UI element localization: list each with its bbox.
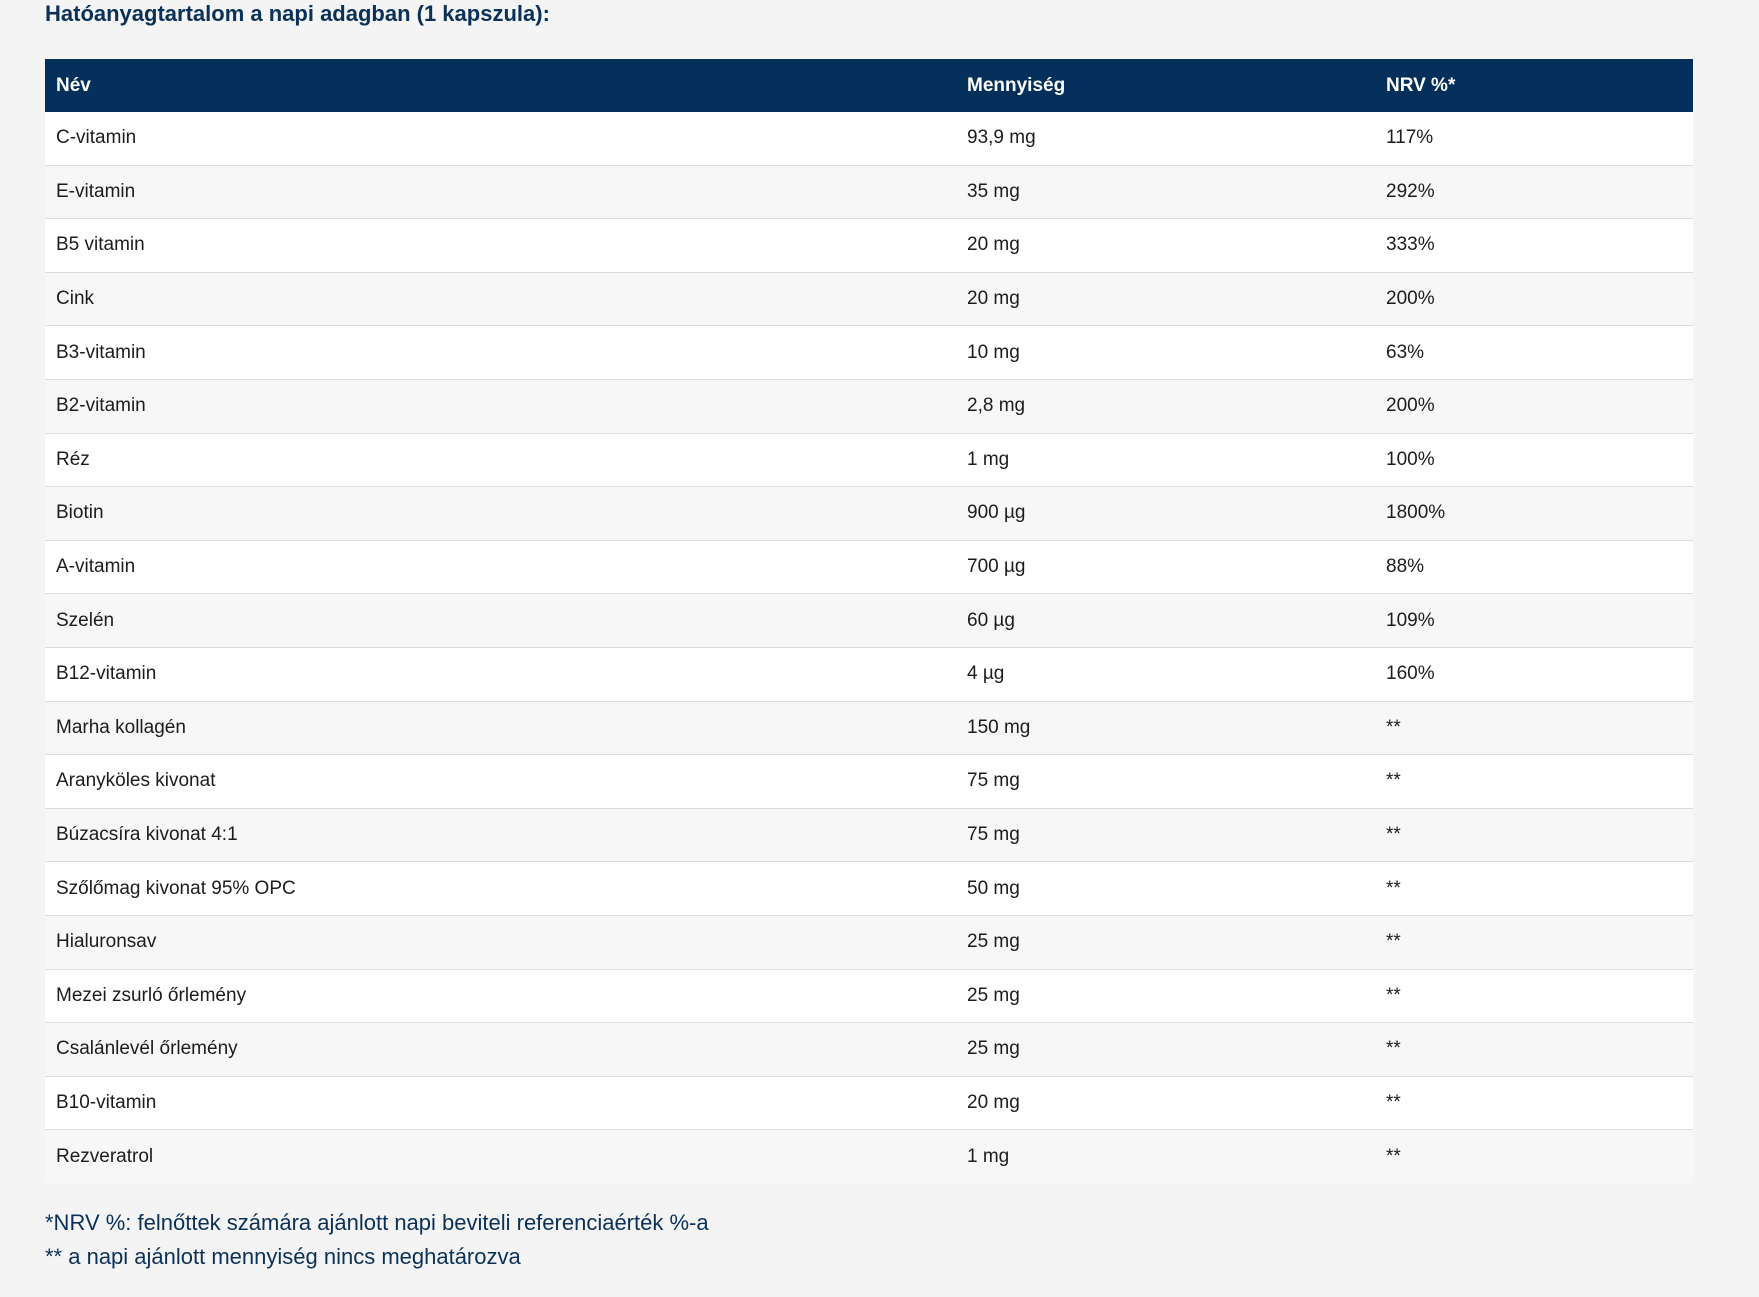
cell-name: B12-vitamin: [45, 647, 956, 702]
cell-name: Mezei zsurló őrlemény: [45, 969, 956, 1024]
table-row: Biotin 900 µg 1800%: [45, 486, 1693, 541]
cell-amount: 50 mg: [956, 861, 1375, 916]
cell-amount: 93,9 mg: [956, 112, 1375, 166]
cell-amount: 20 mg: [956, 272, 1375, 327]
cell-name: Szőlőmag kivonat 95% OPC: [45, 861, 956, 916]
cell-nrv: 200%: [1375, 379, 1693, 434]
table-row: Szelén 60 µg 109%: [45, 593, 1693, 648]
cell-amount: 1 mg: [956, 433, 1375, 488]
cell-amount: 700 µg: [956, 540, 1375, 595]
table-row: Aranyköles kivonat 75 mg **: [45, 754, 1693, 809]
cell-nrv: 333%: [1375, 218, 1693, 273]
cell-nrv: 200%: [1375, 272, 1693, 327]
cell-nrv: **: [1375, 808, 1693, 863]
cell-nrv: 117%: [1375, 112, 1693, 166]
table-row: A-vitamin 700 µg 88%: [45, 540, 1693, 595]
table-row: Cink 20 mg 200%: [45, 272, 1693, 327]
cell-name: Aranyköles kivonat: [45, 754, 956, 809]
table-row: Réz 1 mg 100%: [45, 433, 1693, 488]
column-header-amount: Mennyiség: [956, 59, 1375, 112]
table-row: B5 vitamin 20 mg 333%: [45, 218, 1693, 273]
cell-name: Szelén: [45, 593, 956, 648]
table-row: B2-vitamin 2,8 mg 200%: [45, 379, 1693, 434]
table-row: Búzacsíra kivonat 4:1 75 mg **: [45, 808, 1693, 863]
cell-amount: 25 mg: [956, 969, 1375, 1024]
cell-amount: 75 mg: [956, 808, 1375, 863]
table-row: Hialuronsav 25 mg **: [45, 915, 1693, 970]
cell-name: B2-vitamin: [45, 379, 956, 434]
cell-nrv: 1800%: [1375, 486, 1693, 541]
cell-name: B3-vitamin: [45, 325, 956, 380]
cell-amount: 10 mg: [956, 325, 1375, 380]
cell-nrv: 292%: [1375, 165, 1693, 220]
cell-name: A-vitamin: [45, 540, 956, 595]
cell-amount: 150 mg: [956, 701, 1375, 756]
footnote-undefined: ** a napi ajánlott mennyiség nincs megha…: [45, 1244, 521, 1269]
cell-name: B5 vitamin: [45, 218, 956, 273]
cell-name: Búzacsíra kivonat 4:1: [45, 808, 956, 863]
table-row: E-vitamin 35 mg 292%: [45, 165, 1693, 220]
cell-nrv: 160%: [1375, 647, 1693, 702]
table-row: C-vitamin 93,9 mg 117%: [45, 112, 1693, 166]
cell-amount: 2,8 mg: [956, 379, 1375, 434]
cell-amount: 75 mg: [956, 754, 1375, 809]
column-header-nrv: NRV %*: [1375, 59, 1693, 112]
header-row: Név Mennyiség NRV %*: [45, 59, 1693, 112]
ingredients-table: Név Mennyiség NRV %* C-vitamin 93,9 mg 117…: [45, 59, 1693, 1183]
cell-nrv: 100%: [1375, 433, 1693, 488]
table-row: B12-vitamin 4 µg 160%: [45, 647, 1693, 702]
cell-nrv: 63%: [1375, 325, 1693, 380]
cell-nrv: **: [1375, 915, 1693, 970]
cell-name: Hialuronsav: [45, 915, 956, 970]
cell-name: Rezveratrol: [45, 1129, 956, 1183]
table-row: Csalánlevél őrlemény 25 mg **: [45, 1022, 1693, 1077]
table-row: B10-vitamin 20 mg **: [45, 1076, 1693, 1131]
cell-amount: 20 mg: [956, 218, 1375, 273]
cell-name: Biotin: [45, 486, 956, 541]
cell-name: Réz: [45, 433, 956, 488]
cell-nrv: **: [1375, 1129, 1693, 1183]
cell-nrv: **: [1375, 861, 1693, 916]
cell-name: Marha kollagén: [45, 701, 956, 756]
cell-nrv: 109%: [1375, 593, 1693, 648]
cell-name: Csalánlevél őrlemény: [45, 1022, 956, 1077]
cell-amount: 35 mg: [956, 165, 1375, 220]
section-heading: Hatóanyagtartalom a napi adagban (1 kaps…: [45, 1, 550, 26]
table-row: Rezveratrol 1 mg **: [45, 1129, 1693, 1183]
table-body: C-vitamin 93,9 mg 117% E-vitamin 35 mg 292% B5…: [45, 112, 1693, 1183]
cell-nrv: **: [1375, 969, 1693, 1024]
footnotes: *NRV %: felnőttek számára ajánlott napi …: [45, 1206, 709, 1274]
table-header: Név Mennyiség NRV %*: [45, 59, 1693, 112]
cell-amount: 60 µg: [956, 593, 1375, 648]
cell-name: C-vitamin: [45, 112, 956, 166]
cell-amount: 4 µg: [956, 647, 1375, 702]
cell-amount: 20 mg: [956, 1076, 1375, 1131]
cell-nrv: **: [1375, 754, 1693, 809]
footnote-nrv: *NRV %: felnőttek számára ajánlott napi …: [45, 1210, 709, 1235]
cell-amount: 1 mg: [956, 1129, 1375, 1183]
cell-nrv: **: [1375, 701, 1693, 756]
table-row: Szőlőmag kivonat 95% OPC 50 mg **: [45, 861, 1693, 916]
table-row: Mezei zsurló őrlemény 25 mg **: [45, 969, 1693, 1024]
cell-nrv: **: [1375, 1022, 1693, 1077]
cell-name: Cink: [45, 272, 956, 327]
cell-nrv: **: [1375, 1076, 1693, 1131]
table-row: B3-vitamin 10 mg 63%: [45, 325, 1693, 380]
cell-nrv: 88%: [1375, 540, 1693, 595]
cell-amount: 900 µg: [956, 486, 1375, 541]
cell-amount: 25 mg: [956, 915, 1375, 970]
cell-amount: 25 mg: [956, 1022, 1375, 1077]
cell-name: B10-vitamin: [45, 1076, 956, 1131]
table-row: Marha kollagén 150 mg **: [45, 701, 1693, 756]
cell-name: E-vitamin: [45, 165, 956, 220]
column-header-name: Név: [45, 59, 956, 112]
